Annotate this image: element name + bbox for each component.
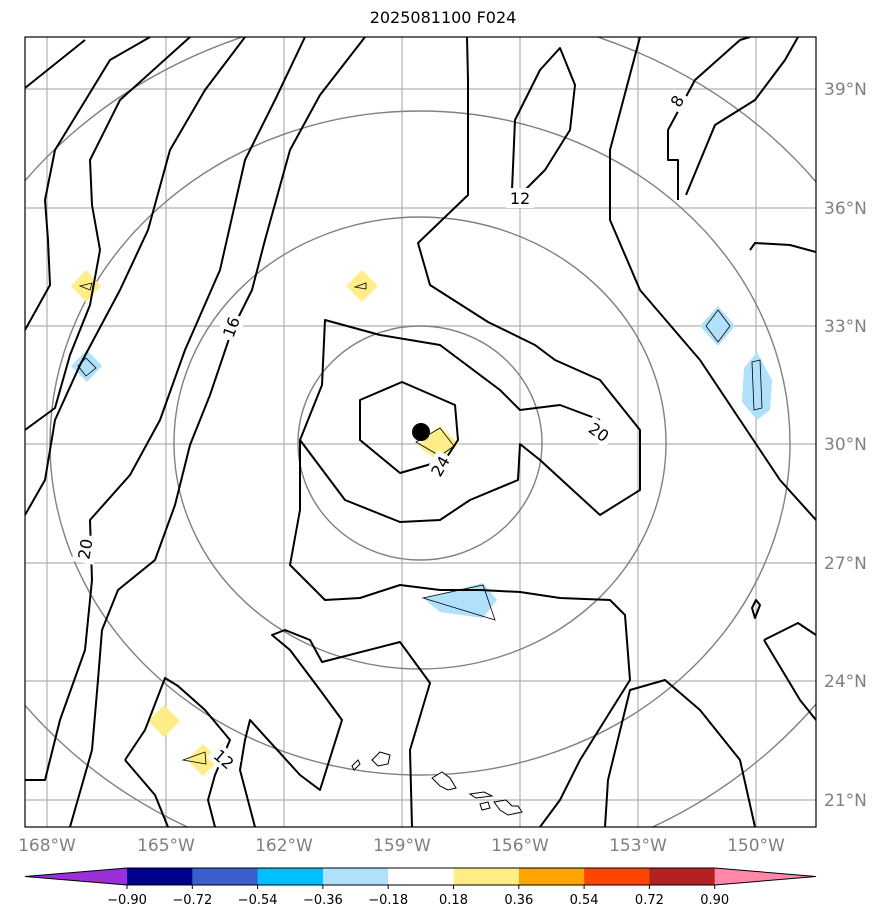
colorbar-extend-low [25,868,127,885]
blue-shade-east-2-outline [751,359,763,411]
colorbar-box-3 [257,868,324,885]
contour-label-bg-20-west [71,533,99,565]
lat-label-21n: 21°N [824,791,867,811]
contour-east-1 [609,37,816,521]
contour-label-bg-24 [424,449,456,483]
contour-se-2 [763,639,816,721]
colorbar-tick-label-9: 0.90 [700,893,729,908]
lat-label-27n: 27°N [824,554,867,574]
lat-label-33n: 33°N [824,317,867,337]
island-niihau [351,759,361,771]
colorbar-tick-label-5: 0.18 [439,893,468,908]
lon-label-156w: 156°W [491,836,549,856]
lat-label-30n: 30°N [824,435,867,455]
colorbar-box-1 [127,868,193,885]
island-molokai [468,791,494,799]
island-kauai [371,751,391,767]
hawaiian-islands [351,751,523,816]
island-oahu [431,771,457,791]
yellow-shade-nw [71,270,101,302]
colorbar: −0.90 −0.72 −0.54 −0.36 −0.18 0.18 0.36 0.54 0.7… [24,867,817,908]
contour-label-bg-12-south [206,742,242,776]
plot-frame [24,36,817,828]
contour-16 [25,37,306,781]
contour-west-3 [25,37,246,516]
colorbar-box-5 [388,868,454,885]
contour-label-bg-8 [664,88,690,114]
blue-shade-east-2 [742,352,772,420]
contour-lines [25,37,816,827]
colorbar-box-2 [192,868,259,885]
contour-12-north [511,47,576,191]
lon-label-162w: 162°W [255,836,313,856]
colorbar-tick-label-1: −0.72 [172,893,212,908]
yellow-shade-north [346,270,378,302]
blue-shade-south [423,583,497,618]
yellow-shade-sw-1 [148,705,180,737]
lon-label-153w: 153°W [609,836,667,856]
contour-12-south-b [124,759,169,827]
lon-label-159w: 159°W [373,836,431,856]
lon-label-165w: 165°W [137,836,195,856]
lat-label-36n: 36°N [824,199,867,219]
gridlines [25,37,816,827]
contour-24 [359,381,459,474]
island-maui [493,799,523,816]
colorbar-box-6 [453,868,520,885]
colorbar-tick-label-2: −0.54 [238,893,278,908]
contour-east-2 [749,242,816,253]
range-ring-3 [49,110,791,776]
contour-20-inner [299,37,641,523]
colorbar-tick-label-7: 0.54 [570,893,599,908]
storm-center-dot [412,423,430,441]
lon-label-150w: 150°W [727,836,785,856]
latitude-labels: 39°N 36°N 33°N 30°N 27°N 24°N 21°N [824,80,867,811]
contour-8 [667,37,751,200]
blue-shade-east-outline [705,309,731,343]
contour-8b [685,37,799,196]
yellow-shade-sw-2 [187,744,219,776]
contour-west-1 [25,37,151,331]
contour-20-outer [289,440,631,827]
lon-label-168w: 168°W [18,836,76,856]
colorbar-box-4 [322,868,389,885]
contour-se-1 [763,622,816,641]
contour-label-bg-12-north [506,188,534,208]
colorbar-tick-label-3: −0.36 [303,893,343,908]
contour-12-south [124,677,231,827]
contour-label-20-west: 20 [74,537,96,560]
colorbar-tick-label-0: −0.90 [107,893,147,908]
map-title: 2025081100 F024 [369,8,517,27]
colorbar-box-8 [584,868,650,885]
colorbar-tick-label-8: 0.72 [635,893,664,908]
contour-south-loop [239,629,431,827]
contour-label-bg-16 [216,311,246,343]
blue-shade-east [700,306,735,346]
range-ring-1 [297,325,543,561]
colorbar-box-9 [649,868,716,885]
lat-label-24n: 24°N [824,672,867,692]
yellow-shade-sw-2-outline [181,751,207,765]
yellow-shade-nw-outline [78,282,93,291]
contour-small-east [751,599,761,619]
contour-label-12-north: 12 [510,189,530,208]
contour-west-2 [25,37,191,431]
yellow-shade-north-outline [353,282,367,290]
contour-south-east [604,679,756,827]
island-lanai [479,801,491,811]
colorbar-tick-label-4: −0.18 [368,893,408,908]
blue-shade-south-outline [421,584,496,621]
longitude-labels: 168°W 165°W 162°W 159°W 156°W 153°W 150°… [18,836,785,856]
colorbar-extend-high [714,868,816,885]
lat-label-39n: 39°N [824,80,867,100]
contour-label-bg-20-east [581,415,617,449]
blue-shade-west [71,350,102,382]
colorbar-tick-label-6: 0.36 [504,893,533,908]
contour-west-4 [69,37,366,827]
contour-nw-corner [25,39,86,89]
contour-label-group: 8 12 16 20 24 20 12 [71,88,690,776]
colorbar-box-7 [518,868,585,885]
